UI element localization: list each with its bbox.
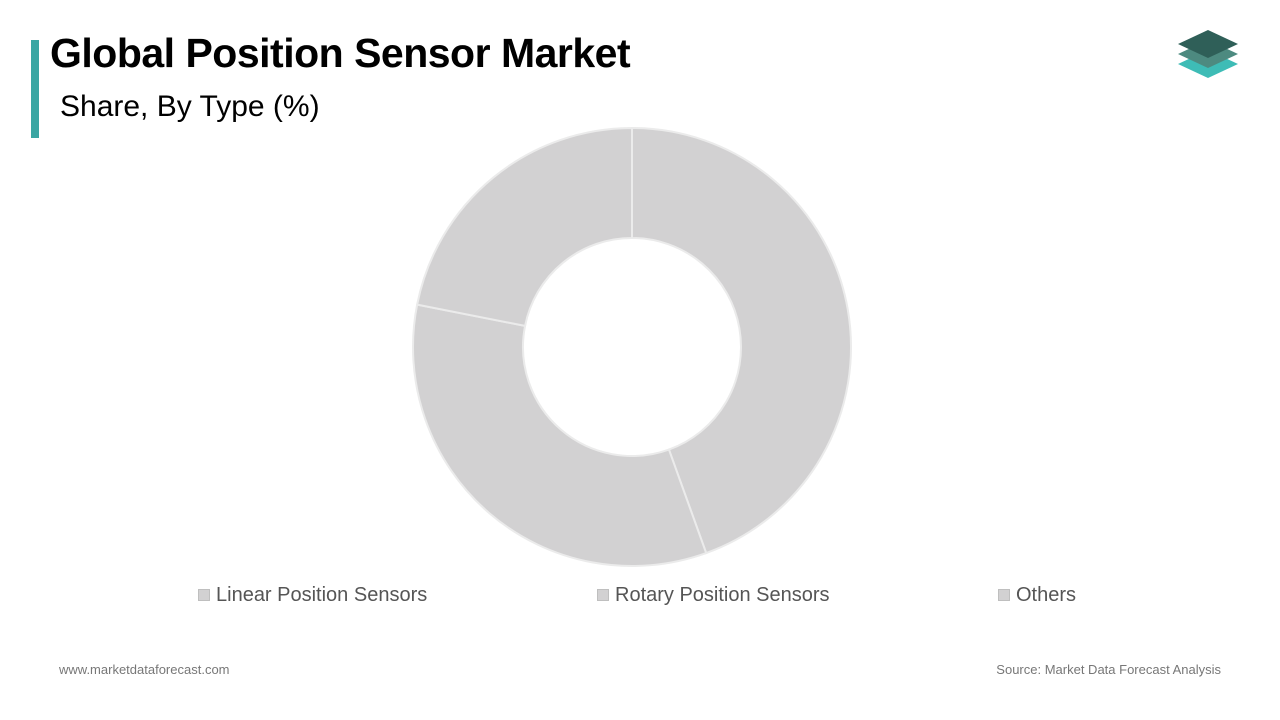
title-accent-bar [31,40,39,138]
legend-swatch-others [998,589,1010,601]
legend-item-others: Others [998,582,1076,608]
footer-source: Source: Market Data Forecast Analysis [996,662,1221,677]
page-title: Global Position Sensor Market [50,30,631,76]
page-subtitle: Share, By Type (%) [60,90,320,123]
legend-label-linear: Linear Position Sensors [216,583,428,606]
donut-slice-others [415,126,633,328]
legend-swatch-rotary [597,589,609,601]
legend-swatch-linear [198,589,210,601]
donut-slice-rotary [412,303,708,567]
legend-item-rotary: Rotary Position Sensors [597,582,830,608]
footer-website: www.marketdataforecast.com [59,662,230,677]
legend-label-others: Others [1016,583,1077,606]
donut-slice-linear [631,126,852,555]
company-logo-icon [1178,30,1238,78]
legend-label-rotary: Rotary Position Sensors [615,583,830,606]
legend-item-linear: Linear Position Sensors [198,582,427,608]
logo-layer-top [1178,30,1238,58]
